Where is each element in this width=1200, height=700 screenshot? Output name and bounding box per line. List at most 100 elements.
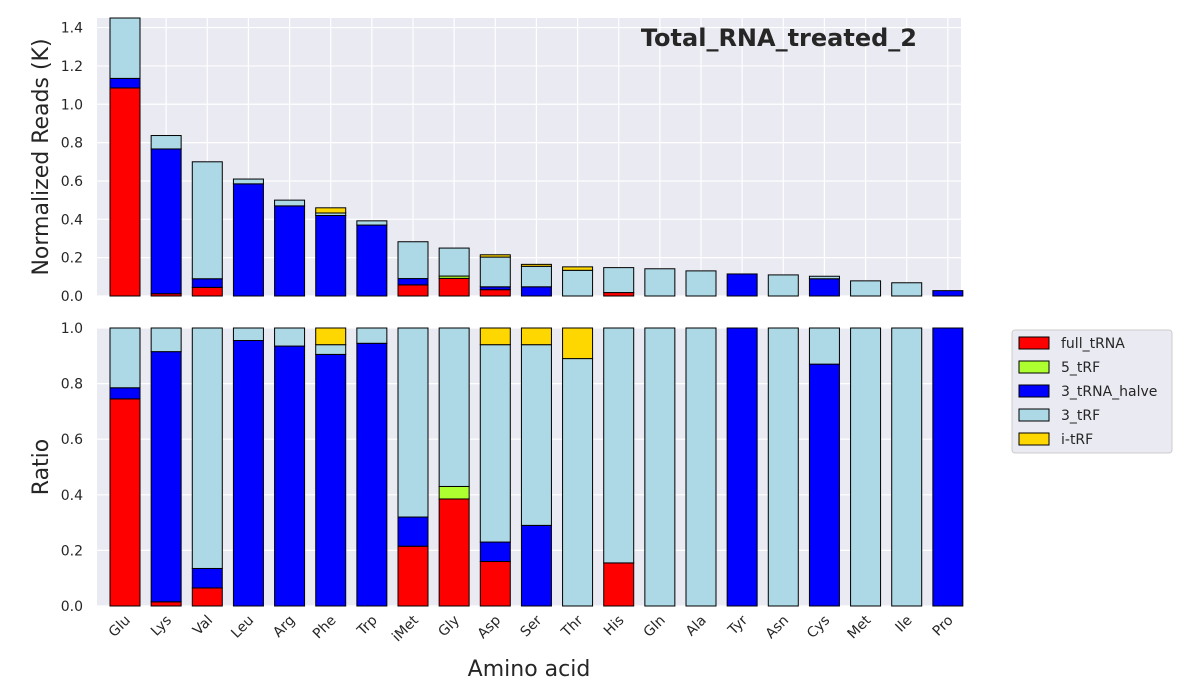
x-tick-label-Thr: Thr — [558, 612, 587, 641]
x-tick-label-Ser: Ser — [517, 612, 545, 640]
ratio-bar-Cys-3_tRF — [808, 327, 840, 365]
ratio-bar-Thr-3_tRF — [562, 358, 594, 607]
reads-bar-Leu-3_tRF — [232, 178, 264, 185]
ratio-bar-Glu-full_tRNA — [109, 398, 141, 607]
x-axis-label: Amino acid — [468, 657, 591, 682]
legend-swatch-full_tRNA — [1018, 336, 1050, 350]
legend-swatch-3_tRF — [1018, 408, 1050, 422]
x-tick-label-Asn: Asn — [763, 613, 793, 643]
ratio-bar-Phe-i-tRF — [315, 327, 347, 346]
x-tick-label-Trp: Trp — [354, 612, 381, 639]
x-tick-label-Met: Met — [845, 612, 875, 642]
reads-bars — [109, 17, 964, 297]
reads-bar-Met-3_tRF — [850, 280, 882, 297]
x-tick-label-iMet: iMet — [389, 612, 422, 645]
ratio-bar-Lys-full_tRNA — [150, 601, 182, 607]
x-tick-label-Leu: Leu — [228, 613, 257, 642]
ratio-bar-Val-3_tRF — [191, 327, 223, 569]
ratio-bar-iMet-3_tRNA_halve — [397, 516, 429, 547]
reads-bar-Phe-3_tRNA_halve — [315, 214, 347, 297]
reads-bar-Ser-3_tRF — [520, 265, 552, 288]
x-tick-label-Asp: Asp — [475, 612, 505, 642]
reads-y-tick-label: 0.0 — [61, 289, 83, 305]
legend-items: full_tRNA 5_tRF 3_tRNA_halve 3_tRF i-tRF — [1018, 336, 1157, 448]
ratio-bar-Pro-3_tRNA_halve — [932, 327, 964, 607]
ratio-y-tick-label: 0.2 — [61, 543, 83, 559]
reads-bar-Gly-3_tRF — [438, 247, 470, 277]
legend: full_tRNA 5_tRF 3_tRNA_halve 3_tRF i-tRF — [1011, 329, 1173, 454]
ratio-y-ticks: 0.0 0.2 0.4 0.6 0.8 1.0 — [61, 321, 83, 615]
reads-bar-iMet-3_tRF — [397, 241, 429, 280]
reads-bar-Phe-i-tRF — [315, 207, 347, 214]
ratio-bar-Val-3_tRNA_halve — [191, 567, 223, 589]
reads-bar-iMet-3_tRNA_halve — [397, 278, 429, 286]
legend-label-full_tRNA: full_tRNA — [1061, 336, 1125, 352]
reads-bar-His-3_tRF — [603, 267, 635, 294]
ratio-bar-Ile-3_tRF — [891, 327, 923, 607]
reads-bar-Glu-3_tRNA_halve — [109, 77, 141, 89]
ratio-bar-Arg-3_tRNA_halve — [274, 345, 306, 607]
ratio-bar-Asp-full_tRNA — [479, 561, 511, 607]
ratio-panel: 0.0 0.2 0.4 0.6 0.8 1.0 Ratio — [29, 321, 964, 615]
ratio-bar-Glu-3_tRNA_halve — [109, 387, 141, 400]
ratio-bar-Phe-3_tRF — [315, 344, 347, 355]
reads-bar-Asn-3_tRF — [767, 274, 799, 297]
x-tick-label-Lys: Lys — [148, 613, 175, 640]
reads-bar-Glu-full_tRNA — [109, 87, 141, 297]
reads-bar-Ser-i-tRF — [520, 263, 552, 267]
x-tick-label-Phe: Phe — [310, 613, 340, 643]
ratio-bar-Asp-3_tRF — [479, 344, 511, 543]
legend-swatch-3_tRNA_halve — [1018, 384, 1050, 398]
reads-y-tick-label: 1.2 — [61, 59, 83, 75]
reads-y-tick-label: 0.6 — [61, 174, 83, 190]
reads-bar-Gly-full_tRNA — [438, 277, 470, 297]
reads-bar-Ile-3_tRF — [891, 282, 923, 297]
ratio-bar-Gly-3_tRF — [438, 327, 470, 487]
chart-title: Total_RNA_treated_2 — [641, 24, 917, 52]
x-tick-label-His: His — [601, 613, 628, 640]
ratio-bar-Trp-3_tRF — [356, 327, 388, 344]
legend-label-5_tRF: 5_tRF — [1061, 360, 1100, 376]
x-tick-label-Pro: Pro — [930, 613, 957, 640]
legend-swatch-5_tRF — [1018, 360, 1050, 374]
ratio-bar-Lys-3_tRF — [150, 327, 182, 353]
ratio-bar-Gln-3_tRF — [644, 327, 676, 607]
reads-bar-Asp-3_tRF — [479, 256, 511, 288]
x-tick-label-Arg: Arg — [270, 613, 298, 641]
reads-bar-Val-3_tRNA_halve — [191, 278, 223, 288]
reads-bar-Trp-3_tRF — [356, 220, 388, 226]
reads-bar-Pro-3_tRNA_halve — [932, 290, 964, 297]
ratio-y-tick-label: 0.8 — [61, 377, 83, 393]
ratio-bar-Gly-5_tRF — [438, 485, 470, 500]
legend-label-i-tRF: i-tRF — [1061, 432, 1093, 448]
reads-bar-Glu-3_tRF — [109, 17, 141, 79]
ratio-y-tick-label: 0.0 — [61, 599, 83, 615]
reads-y-tick-label: 1.0 — [61, 97, 83, 113]
ratio-bar-iMet-3_tRF — [397, 327, 429, 518]
reads-bar-Val-3_tRF — [191, 161, 223, 280]
reads-bar-Arg-3_tRNA_halve — [274, 205, 306, 297]
reads-y-tick-label: 0.2 — [61, 251, 83, 267]
ratio-bar-Ser-i-tRF — [520, 327, 552, 346]
x-tick-label-Gly: Gly — [435, 613, 463, 641]
ratio-bar-Arg-3_tRF — [274, 327, 306, 347]
reads-bar-Lys-3_tRNA_halve — [150, 148, 182, 295]
x-tick-label-Tyr: Tyr — [725, 612, 752, 639]
ratio-bar-Lys-3_tRNA_halve — [150, 351, 182, 603]
ratio-bar-Leu-3_tRNA_halve — [232, 340, 264, 607]
reads-bar-Ala-3_tRF — [685, 270, 717, 297]
reads-bar-His-full_tRNA — [603, 292, 635, 297]
x-tick-label-Gln: Gln — [641, 613, 669, 641]
ratio-y-tick-label: 0.4 — [61, 488, 83, 504]
ratio-bar-Asn-3_tRF — [767, 327, 799, 607]
reads-plot-area — [97, 18, 961, 296]
reads-y-tick-label: 1.4 — [61, 21, 83, 37]
x-tick-label-Val: Val — [190, 613, 216, 639]
reads-bar-Asp-full_tRNA — [479, 289, 511, 297]
ratio-bar-His-full_tRNA — [603, 562, 635, 607]
reads-bar-Ser-3_tRNA_halve — [520, 286, 552, 297]
x-tick-label-Ile: Ile — [892, 613, 915, 636]
reads-bar-Lys-3_tRF — [150, 135, 182, 150]
reads-y-ticks: 0.0 0.2 0.4 0.6 0.8 1.0 1.2 1.4 — [61, 21, 83, 305]
ratio-bar-Gly-full_tRNA — [438, 498, 470, 607]
